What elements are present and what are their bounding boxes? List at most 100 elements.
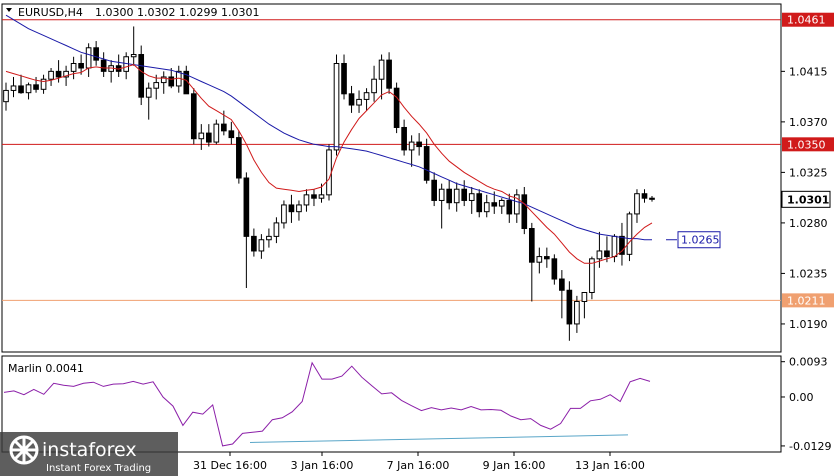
- candle-bull: [153, 82, 160, 89]
- candle-bear: [521, 194, 528, 230]
- candle-bull: [483, 202, 490, 213]
- candle-bull: [198, 132, 205, 140]
- marlin-tick-label: 0.00: [789, 391, 814, 404]
- candle-bull: [281, 204, 287, 224]
- price-tick-label: 1.0415: [789, 65, 828, 78]
- candle-bull: [85, 47, 92, 69]
- candle-bull: [266, 235, 272, 241]
- candle-bull: [438, 188, 445, 201]
- candle-bear: [491, 202, 498, 207]
- candle-bull: [356, 98, 362, 106]
- price-tick-label: 1.0325: [789, 166, 828, 179]
- candle-bear: [476, 193, 483, 213]
- candle-bear: [55, 70, 62, 78]
- candle-bear: [506, 199, 513, 215]
- level-badge-1.0461: [782, 12, 834, 27]
- time-tick-label: 3 Jan 16:00: [291, 459, 354, 472]
- time-tick-label: 9 Jan 16:00: [483, 459, 546, 472]
- candle-bull: [326, 149, 332, 196]
- candle-bear: [393, 87, 400, 128]
- candle-bear: [251, 235, 257, 252]
- candle-bear: [243, 177, 250, 237]
- candle-bull: [10, 85, 17, 91]
- watermark-brand: instaforex: [42, 439, 137, 461]
- candle-bull: [40, 78, 47, 90]
- candle-bull: [634, 193, 640, 215]
- price-tick-label: 1.0235: [789, 267, 828, 280]
- candle-bull: [48, 70, 54, 80]
- collapse-arrow-icon[interactable]: [6, 8, 12, 12]
- candle-bear: [33, 84, 39, 90]
- candle-bull: [333, 62, 340, 151]
- candle-bull: [3, 89, 9, 103]
- price-tick-label: 1.0280: [789, 217, 828, 230]
- candle-bear: [311, 194, 317, 199]
- candle-bull: [626, 213, 633, 255]
- candle-bear: [446, 188, 453, 204]
- candle-bear: [604, 250, 610, 258]
- candle-bear: [386, 59, 392, 89]
- candle-bear: [619, 235, 625, 255]
- instaforex-watermark: instaforex Instant Forex Trading: [0, 432, 178, 476]
- candle-bear: [168, 76, 175, 87]
- candle-bull: [453, 188, 460, 204]
- candle-bull: [318, 194, 325, 199]
- candle-bull: [363, 92, 370, 100]
- ma-label-box: [677, 231, 721, 249]
- time-tick-label: 7 Jan 16:00: [387, 459, 450, 472]
- candle-bull: [145, 87, 152, 98]
- candle-bull: [371, 78, 377, 94]
- marlin-trend-line: [249, 434, 629, 444]
- candle-bull: [25, 84, 32, 94]
- marlin-pane-frame: [1, 355, 782, 453]
- candle-bull: [130, 54, 137, 58]
- candle-bear: [649, 197, 655, 200]
- candle-bear: [528, 228, 535, 263]
- candle-bear: [236, 137, 242, 179]
- candle-bear: [18, 85, 24, 94]
- watermark-tagline: Instant Forex Trading: [46, 463, 151, 474]
- price-pane-frame: [1, 3, 782, 353]
- marlin-title: Marlin 0.0041: [8, 362, 84, 375]
- candle-bull: [160, 76, 167, 84]
- candle-bull: [513, 194, 520, 215]
- candle-bull: [581, 292, 588, 302]
- price-pane: 1.0415 1.0370 1.0325 1.0280 1.0235 1.0190 1.04…: [1, 3, 834, 353]
- ma-slow-line: [5, 14, 652, 241]
- candle-bear: [348, 93, 355, 106]
- candle-bear: [288, 204, 295, 213]
- instaforex-logo-icon: [9, 435, 39, 465]
- candle-bull: [468, 193, 475, 201]
- candle-bear: [228, 130, 235, 139]
- candle-bull: [596, 250, 603, 260]
- candle-bear: [551, 258, 558, 280]
- current-price-label: 1.0301: [787, 193, 829, 206]
- candle-bull: [70, 62, 77, 72]
- candle-bear: [416, 141, 422, 148]
- ohlc-label: 1.0300 1.0302 1.0299 1.0301: [95, 6, 259, 19]
- time-tick-label: 13 Jan 16:00: [575, 459, 645, 472]
- candle-bear: [138, 54, 145, 98]
- candle-bull: [296, 204, 302, 213]
- candle-bear: [544, 256, 550, 260]
- candle-bear: [93, 47, 99, 61]
- ma-fast-line: [5, 64, 653, 264]
- marlin-tick-label: 0.0093: [789, 356, 828, 369]
- candle-bull: [536, 256, 543, 263]
- marlin-line: [3, 361, 651, 447]
- level-badge-1.0350: [782, 137, 834, 152]
- candle-bull: [273, 222, 280, 237]
- candle-bear: [78, 62, 84, 69]
- price-tick-label: 1.0190: [789, 318, 828, 331]
- candle-bear: [100, 59, 107, 72]
- candle-bear: [559, 278, 565, 291]
- candle-bull: [408, 141, 415, 151]
- symbol-label: EURUSD,H4: [18, 6, 83, 19]
- candle-bull: [303, 194, 310, 206]
- candle-bull: [213, 123, 220, 143]
- candle-bull: [258, 239, 265, 252]
- candle-bull: [611, 235, 618, 258]
- candle-bull: [574, 300, 580, 325]
- candle-bull: [378, 59, 385, 80]
